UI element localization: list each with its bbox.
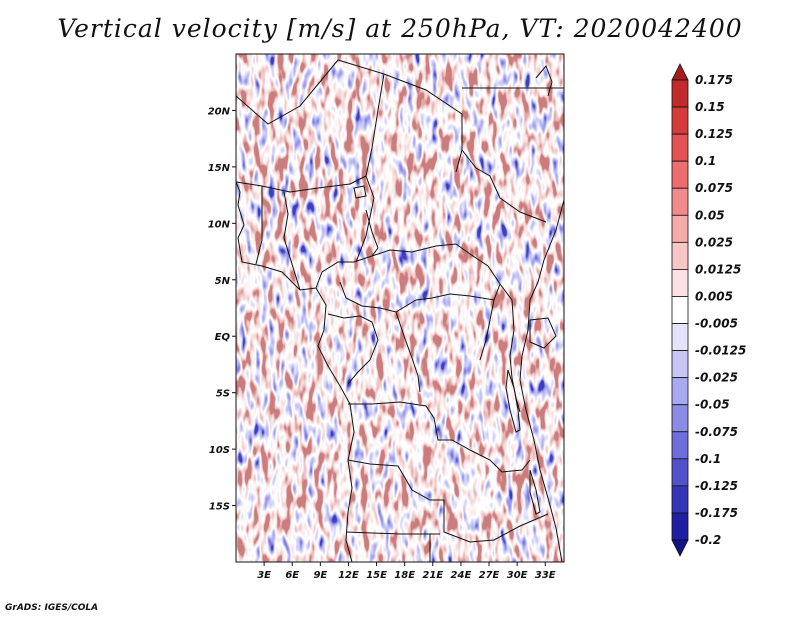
border-car — [339, 243, 501, 313]
colorbar-swatch — [671, 63, 689, 81]
plot-title: Vertical velocity [m/s] at 250hPa, VT: 2… — [57, 14, 743, 43]
colorbar-label: -0.2 — [695, 533, 721, 547]
coastline-east — [519, 199, 564, 562]
colorbar-swatch — [671, 431, 689, 460]
colorbar: 0.175 0.15 0.125 0.1 0.075 0.05 0.025 0.0125 0.0… — [671, 63, 746, 557]
colorbar-swatch — [671, 187, 689, 216]
lat-tick-label: 10S — [209, 445, 230, 456]
lon-tick-label: 27E — [479, 570, 500, 581]
border-sudan — [461, 87, 564, 223]
colorbar-label: -0.005 — [695, 317, 738, 331]
lon-tick-label: 12E — [338, 570, 359, 581]
colorbar-label: -0.0125 — [695, 344, 746, 358]
lon-tick-label: 21E — [422, 570, 443, 581]
lake-victoria — [529, 317, 557, 349]
colorbar-label: -0.05 — [695, 398, 730, 412]
map-panel: 20N 15N 10N 5N EQ 5S 10S 15S 3E 6E 9E 12E 15E 18E 21E… — [208, 53, 565, 581]
border-niger-nigeria — [236, 175, 367, 291]
colorbar-label: 0.15 — [695, 100, 725, 114]
longitude-axis: 3E 6E 9E 12E 15E 18E 21E 24E 27E 30E 33E — [257, 562, 556, 581]
colorbar-swatch — [671, 241, 689, 270]
lat-tick-label: 15N — [208, 163, 231, 174]
colorbar-swatch — [671, 485, 689, 514]
map-frame — [235, 53, 565, 563]
lon-tick-label: 15E — [366, 570, 387, 581]
colorbar-swatch — [671, 458, 689, 487]
colorbar-label: -0.025 — [695, 371, 738, 385]
lon-tick-label: 24E — [451, 570, 472, 581]
lon-tick-label: 6E — [285, 570, 299, 581]
lon-tick-label: 9E — [313, 570, 327, 581]
colorbar-label: 0.175 — [695, 73, 733, 87]
colorbar-swatch — [671, 323, 689, 351]
lat-tick-label: 20N — [208, 106, 231, 117]
lat-tick-label: 10N — [208, 219, 231, 230]
lon-tick-label: 18E — [394, 570, 415, 581]
colorbar-label: -0.125 — [695, 479, 738, 493]
country-borders — [236, 59, 564, 562]
coastline-west — [236, 181, 355, 562]
colorbar-label: 0.05 — [695, 208, 725, 222]
lat-tick-label: 15S — [209, 502, 230, 513]
lon-tick-label: 3E — [257, 570, 271, 581]
colorbar-label: -0.1 — [695, 452, 721, 466]
border-cameroon — [315, 209, 379, 289]
border-drc — [348, 401, 531, 473]
border-angola-zambia — [347, 459, 549, 543]
colorbar-label: -0.175 — [695, 506, 738, 520]
lake-tanganyika — [505, 369, 521, 433]
lat-tick-label: 5N — [215, 276, 231, 287]
colorbar-swatch — [671, 133, 689, 162]
colorbar-swatch — [671, 539, 689, 557]
border-congo — [327, 311, 421, 393]
colorbar-swatch — [671, 160, 689, 189]
colorbar-swatch — [671, 350, 689, 379]
lat-tick-label: EQ — [215, 332, 231, 343]
colorbar-swatch — [671, 512, 689, 541]
lake-chad — [353, 185, 367, 199]
grads-credit: GrADS: IGES/COLA — [5, 603, 99, 613]
sinai-coast — [535, 65, 553, 97]
latitude-axis: 20N 15N 10N 5N EQ 5S 10S 15S — [208, 106, 236, 513]
colorbar-swatch — [671, 296, 689, 324]
colorbar-swatch — [671, 79, 689, 108]
colorbar-swatch — [671, 106, 689, 135]
colorbar-label: 0.0125 — [695, 262, 741, 276]
colorbar-label: 0.1 — [695, 154, 716, 168]
colorbar-swatch — [671, 214, 689, 243]
colorbar-swatch — [671, 377, 689, 406]
border-namibia — [345, 531, 440, 562]
lake-malawi — [529, 469, 541, 515]
colorbar-label: 0.125 — [695, 127, 733, 141]
colorbar-label: 0.005 — [695, 289, 733, 303]
colorbar-label: 0.075 — [695, 181, 733, 195]
colorbar-label: 0.025 — [695, 235, 733, 249]
colorbar-label: -0.075 — [695, 425, 738, 439]
lat-tick-label: 5S — [216, 389, 230, 400]
lon-tick-label: 30E — [507, 570, 528, 581]
colorbar-swatch — [671, 269, 689, 297]
colorbar-swatch — [671, 404, 689, 433]
velocity-field — [236, 54, 564, 562]
lon-tick-label: 33E — [535, 570, 556, 581]
